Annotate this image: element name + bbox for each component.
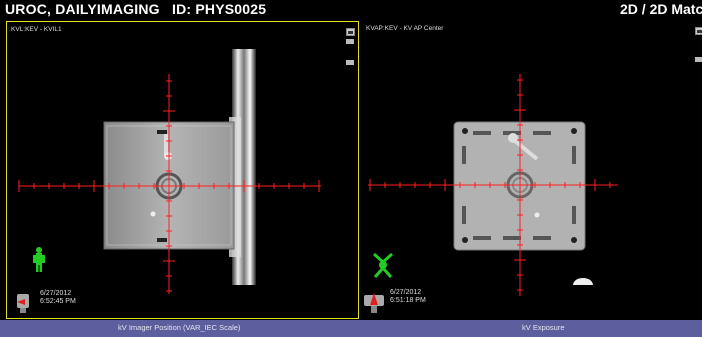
window-control-icon[interactable]: [346, 28, 355, 36]
match-mode-label: 2D / 2D Match: [620, 1, 702, 17]
scroll-down-icon[interactable]: [346, 39, 354, 44]
lateral-xray-image: [18, 49, 321, 294]
orientation-figure-icon: [33, 247, 45, 272]
orientation-figure-icon: [373, 252, 393, 278]
gantry-position-icon: [17, 294, 29, 313]
ap-xray-image: [368, 74, 618, 296]
viewport-label: KVAP:KEV - KV AP Center: [366, 25, 444, 32]
acquisition-time: 6:52:45 PM: [40, 298, 76, 305]
kv-ap-viewport[interactable]: KVAP:KEV - KV AP Center: [363, 21, 702, 319]
kv-lateral-viewport[interactable]: KVL:KEV - KVIL1: [6, 21, 359, 319]
acquisition-time: 6:51:18 PM: [390, 297, 426, 304]
scroll-up-icon[interactable]: [695, 57, 702, 62]
kv-exposure-label[interactable]: kV Exposure: [522, 323, 565, 332]
acquisition-date: 6/27/2012: [40, 290, 72, 297]
gantry-position-icon: [364, 293, 384, 313]
scroll-up-icon[interactable]: [346, 60, 354, 65]
patient-title: UROC, DAILYIMAGING ID: PHYS0025: [5, 1, 267, 17]
window-control-icon[interactable]: [695, 27, 702, 35]
acquisition-timestamp: 6/27/2012 6:51:18 PM: [390, 289, 426, 305]
acquisition-date: 6/27/2012: [390, 289, 422, 296]
acquisition-timestamp: 6/27/2012 6:52:45 PM: [40, 290, 76, 306]
kv-imager-position-label[interactable]: kV Imager Position (VAR_IEC Scale): [118, 323, 241, 332]
title-bar: UROC, DAILYIMAGING ID: PHYS0025 2D / 2D …: [0, 0, 702, 20]
crosshair-ticks: [18, 80, 320, 292]
crosshair-ticks: [369, 79, 611, 291]
status-bar: kV Imager Position (VAR_IEC Scale) kV Ex…: [0, 320, 702, 337]
viewport-label: KVL:KEV - KVIL1: [11, 26, 62, 33]
